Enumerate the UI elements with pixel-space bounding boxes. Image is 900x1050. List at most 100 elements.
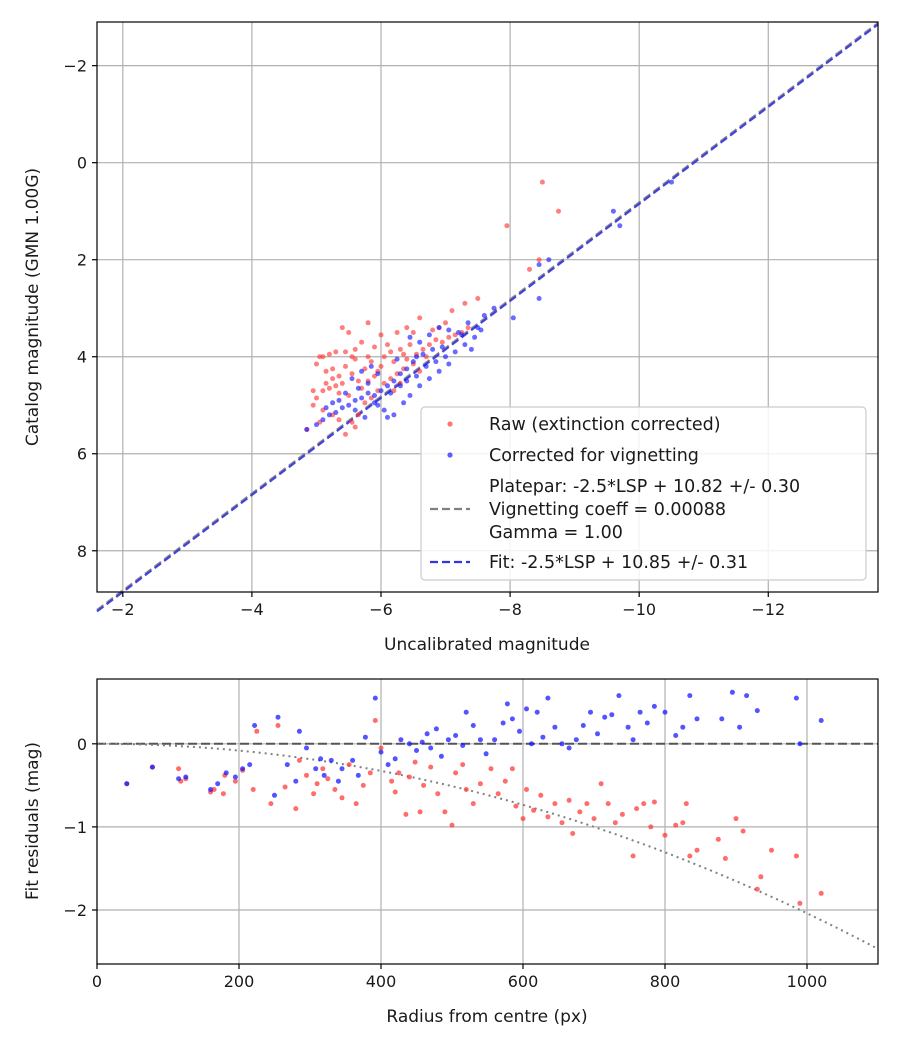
corrected-point bbox=[330, 400, 336, 406]
raw-point bbox=[330, 366, 336, 372]
raw-point bbox=[619, 811, 625, 817]
legend-raw-label: Raw (extinction corrected) bbox=[489, 415, 721, 435]
legend: Raw (extinction corrected) Corrected for… bbox=[420, 406, 867, 581]
corrected-point bbox=[617, 223, 623, 229]
raw-point bbox=[797, 900, 803, 906]
corrected-point bbox=[272, 792, 277, 798]
corrected-point bbox=[651, 703, 657, 709]
corrected-point bbox=[793, 695, 799, 701]
raw-point bbox=[612, 820, 618, 826]
corrected-point bbox=[483, 751, 489, 757]
raw-point bbox=[406, 774, 412, 780]
raw-point bbox=[475, 296, 481, 301]
raw-point bbox=[355, 412, 361, 418]
raw-point bbox=[254, 728, 260, 734]
raw-point bbox=[495, 791, 501, 797]
bottom-y-axis-label: Fit residuals (mag) bbox=[23, 742, 43, 900]
corrected-point bbox=[414, 354, 419, 360]
legend-platepar-label: Platepar: -2.5*LSP + 10.82 +/- 0.30 bbox=[489, 477, 800, 497]
raw-point bbox=[282, 784, 288, 790]
corrected-point bbox=[397, 371, 403, 377]
legend-raw-marker bbox=[447, 421, 453, 427]
raw-point bbox=[176, 766, 182, 772]
x-tick-label: −12 bbox=[751, 600, 785, 619]
corrected-point bbox=[573, 737, 579, 743]
raw-point bbox=[401, 351, 407, 357]
corrected-point bbox=[391, 412, 397, 418]
raw-point bbox=[211, 787, 217, 792]
corrected-point bbox=[349, 376, 355, 382]
raw-point bbox=[439, 339, 445, 345]
bottom-x-ticks: 0 200 400 600 800 1000 bbox=[92, 964, 827, 991]
corrected-point bbox=[468, 346, 474, 352]
corrected-point bbox=[314, 422, 319, 428]
raw-point bbox=[378, 363, 384, 369]
raw-point bbox=[378, 332, 384, 338]
corrected-point bbox=[423, 363, 429, 369]
raw-point bbox=[381, 354, 387, 360]
raw-point bbox=[641, 801, 647, 807]
corrected-point bbox=[426, 376, 432, 382]
raw-point bbox=[304, 772, 309, 778]
raw-point bbox=[275, 723, 281, 728]
corrected-point bbox=[669, 179, 674, 185]
raw-point bbox=[442, 809, 448, 815]
corrected-point bbox=[481, 313, 487, 318]
corrected-point bbox=[247, 762, 253, 768]
corrected-point bbox=[504, 701, 510, 707]
corrected-point bbox=[439, 344, 445, 350]
legend-corrected-label: Corrected for vignetting bbox=[489, 446, 699, 466]
corrected-point bbox=[368, 363, 374, 369]
corrected-point bbox=[630, 737, 636, 743]
raw-point bbox=[502, 778, 508, 784]
corrected-point bbox=[365, 390, 371, 396]
x-tick-label: 0 bbox=[92, 972, 102, 991]
corrected-point bbox=[339, 766, 345, 772]
corrected-point bbox=[472, 334, 478, 340]
raw-point bbox=[352, 346, 358, 352]
corrected-point bbox=[588, 709, 593, 715]
corrected-point bbox=[428, 745, 434, 751]
raw-point bbox=[570, 831, 576, 836]
corrected-point bbox=[335, 778, 341, 784]
corrected-point bbox=[433, 726, 439, 732]
corrected-point bbox=[644, 720, 650, 726]
y-tick-label: −1 bbox=[63, 818, 87, 837]
raw-point bbox=[673, 822, 679, 828]
corrected-point bbox=[545, 695, 551, 701]
raw-point bbox=[584, 801, 590, 807]
corrected-point bbox=[426, 332, 432, 338]
raw-point bbox=[687, 853, 693, 859]
corrected-point bbox=[500, 720, 506, 726]
y-tick-label: −2 bbox=[63, 57, 87, 76]
corrected-point bbox=[462, 342, 468, 348]
corrected-point bbox=[352, 397, 358, 403]
corrected-point bbox=[406, 741, 412, 747]
corrected-point bbox=[362, 414, 368, 420]
residuals-plot: 0 200 400 600 800 1000 −2 −1 0 Radius from cent… bbox=[23, 678, 879, 1027]
corrected-point bbox=[465, 320, 471, 326]
raw-point bbox=[465, 325, 471, 331]
corrected-point bbox=[208, 787, 214, 792]
raw-point bbox=[449, 822, 455, 828]
raw-point bbox=[559, 820, 565, 826]
corrected-point bbox=[296, 728, 302, 734]
raw-point bbox=[715, 836, 721, 842]
legend-fit-label: Fit: -2.5*LSP + 10.85 +/- 0.31 bbox=[489, 553, 748, 573]
raw-point bbox=[392, 789, 398, 795]
corrected-point bbox=[223, 770, 229, 776]
raw-point bbox=[372, 718, 378, 723]
raw-point bbox=[662, 832, 668, 838]
raw-point bbox=[577, 809, 583, 815]
raw-point bbox=[362, 400, 368, 406]
raw-point bbox=[314, 395, 319, 401]
corrected-point bbox=[453, 733, 459, 738]
raw-point bbox=[433, 337, 439, 343]
corrected-point bbox=[580, 723, 586, 728]
line-fit bbox=[96, 23, 879, 613]
raw-point bbox=[311, 791, 317, 797]
corrected-point bbox=[419, 739, 425, 745]
raw-point bbox=[397, 346, 403, 352]
raw-point bbox=[404, 356, 410, 362]
